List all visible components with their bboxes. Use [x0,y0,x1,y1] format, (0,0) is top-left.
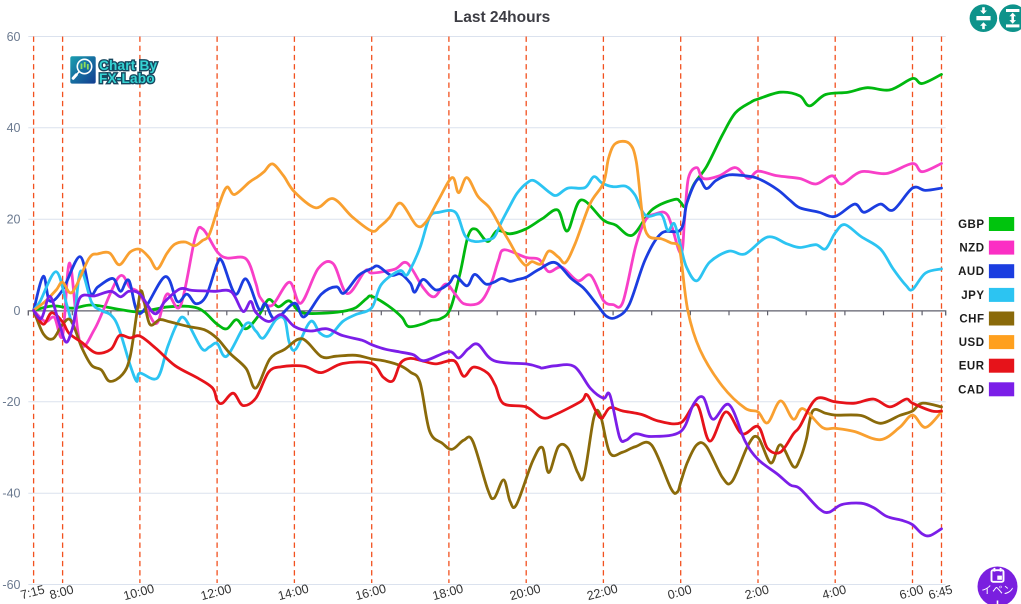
svg-text:AUD: AUD [958,266,984,278]
svg-text:NZD: NZD [959,243,984,255]
svg-text:USD: USD [959,337,985,349]
svg-text:4:00: 4:00 [821,582,848,602]
svg-text:6:00: 6:00 [898,582,925,602]
svg-text:JPY: JPY [961,290,984,302]
svg-text:GBP: GBP [958,219,984,231]
svg-text:8:00: 8:00 [48,582,75,602]
svg-text:-20: -20 [2,395,20,409]
svg-text:EUR: EUR [959,361,985,373]
svg-text:7:15: 7:15 [19,582,46,602]
svg-text:Chart By: Chart By [99,58,157,73]
svg-text:Last 24hours: Last 24hours [454,9,550,26]
svg-text:40: 40 [7,121,21,135]
svg-text:CAD: CAD [958,384,984,396]
svg-text:-60: -60 [2,578,20,592]
svg-text:0:00: 0:00 [666,582,693,602]
svg-text:6:45: 6:45 [927,582,954,602]
svg-text:イベン: イベン [981,585,1013,597]
svg-text:FX-Labo: FX-Labo [99,71,155,86]
svg-text:2:00: 2:00 [743,582,770,602]
svg-text:0: 0 [14,304,21,318]
svg-text:CHF: CHF [959,314,984,326]
svg-text:60: 60 [7,30,21,44]
svg-text:20: 20 [7,213,21,227]
svg-text:-40: -40 [2,487,20,501]
